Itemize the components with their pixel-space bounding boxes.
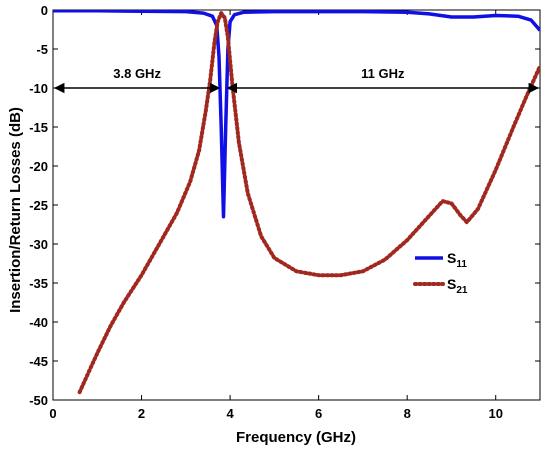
legend-label-s21: S21 — [447, 276, 468, 296]
y-axis: 0 -5 -10 -15 -20 -25 -30 -35 -40 -45 -50 — [29, 3, 540, 408]
y-tick-label: -10 — [29, 81, 48, 96]
y-tick-label: -40 — [29, 315, 48, 330]
y-tick-label: -25 — [29, 198, 48, 213]
x-tick-label: 0 — [49, 406, 56, 421]
annotations: 3.8 GHz 11 GHz — [53, 66, 540, 94]
y-tick-label: -5 — [36, 42, 48, 57]
x-tick-label: 10 — [488, 406, 502, 421]
y-tick-label: -30 — [29, 237, 48, 252]
series-line-s11 — [53, 10, 540, 219]
y-tick-label: 0 — [41, 3, 48, 18]
annotation-label: 3.8 GHz — [113, 66, 161, 81]
y-axis-title: Insertion/Return Losses (dB) — [7, 107, 24, 313]
x-axis-title: Frequency (GHz) — [236, 429, 356, 446]
y-tick-label: -35 — [29, 276, 48, 291]
plot-area — [53, 10, 540, 395]
x-tick-label: 4 — [226, 406, 234, 421]
y-tick-label: -20 — [29, 159, 48, 174]
x-tick-label: 2 — [138, 406, 145, 421]
annotation-label: 11 GHz — [361, 66, 405, 81]
legend-label-s11: S11 — [447, 250, 467, 270]
x-tick-label: 6 — [315, 406, 322, 421]
series-line-s21 — [77, 11, 540, 395]
y-tick-label: -15 — [29, 120, 48, 135]
x-tick-label: 8 — [404, 406, 411, 421]
y-tick-label: -50 — [29, 393, 48, 408]
y-tick-label: -45 — [29, 354, 48, 369]
